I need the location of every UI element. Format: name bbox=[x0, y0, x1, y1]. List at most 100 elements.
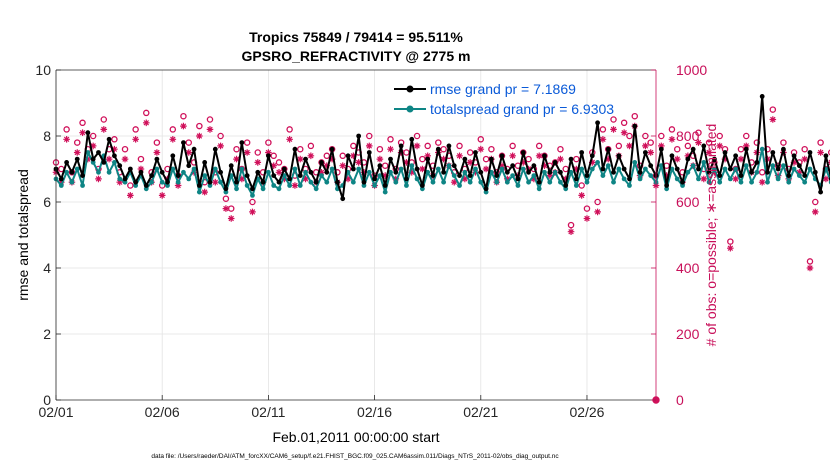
obs-possible-point bbox=[222, 195, 230, 202]
totalspread-point bbox=[239, 166, 245, 172]
totalspread-point bbox=[409, 163, 415, 169]
obs-possible-point bbox=[307, 142, 315, 150]
totalspread-point bbox=[58, 183, 64, 188]
obs-possible-point bbox=[620, 119, 628, 127]
rmse-point bbox=[297, 173, 303, 179]
totalspread-point bbox=[419, 186, 425, 192]
totalspread-point bbox=[478, 179, 484, 185]
obs-possible-point bbox=[631, 112, 639, 120]
obs-assimilated-point bbox=[806, 264, 814, 272]
obs-assimilated-point bbox=[817, 149, 824, 156]
totalspread-point bbox=[536, 186, 542, 192]
totalspread-point bbox=[117, 176, 123, 182]
totalspread-point bbox=[451, 173, 457, 179]
rmse-point bbox=[749, 169, 754, 175]
obs-assimilated-point bbox=[323, 162, 331, 169]
obs-assimilated-point bbox=[376, 155, 384, 163]
obs-assimilated-point bbox=[254, 159, 262, 166]
y-left-tick-label: 2 bbox=[43, 326, 51, 342]
rmse-point bbox=[313, 179, 319, 185]
totalspread-point bbox=[361, 183, 367, 188]
rmse-point bbox=[149, 173, 154, 179]
rmse-point bbox=[393, 169, 399, 175]
totalspread-point bbox=[350, 179, 356, 185]
obs-possible-point bbox=[578, 182, 585, 189]
obs-assimilated-point bbox=[174, 182, 182, 189]
totalspread-point bbox=[441, 179, 447, 185]
totalspread-point bbox=[319, 173, 324, 179]
totalspread-point bbox=[775, 176, 781, 182]
rmse-point bbox=[228, 163, 234, 169]
obs-assimilated-point bbox=[217, 142, 224, 150]
obs-possible-point bbox=[89, 132, 97, 140]
rmse-point bbox=[117, 163, 123, 169]
obs-assimilated-point bbox=[344, 175, 352, 183]
obs-possible-point bbox=[626, 132, 633, 140]
rmse-point bbox=[175, 173, 181, 179]
obs-possible-point bbox=[573, 155, 580, 163]
obs-assimilated-point bbox=[89, 142, 97, 150]
obs-assimilated-point bbox=[249, 208, 256, 216]
rmse-point bbox=[138, 169, 144, 175]
obs-assimilated-point bbox=[769, 116, 777, 123]
rmse-point bbox=[356, 133, 362, 139]
totalspread-point bbox=[181, 169, 186, 175]
obs-assimilated-point bbox=[758, 178, 766, 186]
obs-assimilated-point bbox=[121, 155, 129, 163]
totalspread-point bbox=[106, 169, 112, 175]
obs-possible-point bbox=[435, 139, 442, 146]
obs-assimilated-point bbox=[158, 192, 166, 199]
totalspread-point bbox=[446, 163, 452, 169]
x-tick-label: 02/11 bbox=[251, 404, 285, 420]
obs-assimilated-point bbox=[222, 205, 230, 212]
totalspread-point bbox=[765, 179, 770, 185]
rmse-point bbox=[234, 179, 239, 185]
rmse-point bbox=[510, 163, 516, 169]
obs-assimilated-point bbox=[466, 159, 474, 166]
rmse-point bbox=[717, 173, 723, 179]
obs-assimilated-point bbox=[535, 152, 543, 160]
obs-assimilated-point bbox=[811, 208, 819, 216]
rmse-point bbox=[202, 160, 208, 165]
totalspread-point bbox=[265, 169, 271, 175]
totalspread-point bbox=[80, 183, 85, 188]
totalspread-point bbox=[605, 163, 611, 169]
obs-assimilated-point bbox=[360, 169, 368, 176]
totalspread-point bbox=[759, 146, 765, 152]
obs-assimilated-point bbox=[339, 162, 347, 169]
y-right-tick-label: 800 bbox=[676, 128, 700, 144]
y-left-tick-label: 8 bbox=[43, 128, 51, 144]
obs-assimilated-point bbox=[381, 172, 389, 179]
totalspread-point bbox=[738, 179, 744, 185]
rmse-point bbox=[186, 163, 192, 169]
rmse-point bbox=[526, 169, 531, 175]
rmse-point bbox=[727, 166, 733, 172]
totalspread-point bbox=[727, 176, 733, 182]
obs-possible-point bbox=[673, 145, 681, 153]
obs-possible-point bbox=[477, 136, 485, 143]
obs-assimilated-point bbox=[270, 162, 277, 169]
rmse-point bbox=[632, 123, 638, 129]
rmse-point bbox=[765, 169, 770, 175]
obs-assimilated-point bbox=[196, 132, 203, 140]
totalspread-point bbox=[786, 179, 792, 185]
legend-totalspread-marker bbox=[406, 105, 414, 113]
totalspread-point bbox=[658, 163, 664, 169]
obs-possible-point bbox=[137, 155, 145, 163]
obs-assimilated-point bbox=[137, 165, 145, 173]
rmse-point bbox=[812, 169, 818, 175]
obs-possible-point bbox=[265, 139, 272, 146]
totalspread-point bbox=[250, 193, 255, 198]
rmse-point bbox=[627, 176, 632, 182]
rmse-point bbox=[690, 146, 696, 152]
obs-possible-point bbox=[286, 126, 293, 133]
obs-possible-point bbox=[737, 145, 745, 153]
obs-possible-point bbox=[413, 132, 421, 140]
rmse-point bbox=[738, 173, 744, 179]
obs-possible-point bbox=[143, 109, 150, 117]
rmse-point bbox=[488, 156, 494, 162]
totalspread-point bbox=[207, 183, 213, 188]
rmse-point bbox=[419, 183, 425, 188]
obs-possible-point bbox=[801, 145, 808, 153]
obs-assimilated-point bbox=[238, 175, 246, 183]
